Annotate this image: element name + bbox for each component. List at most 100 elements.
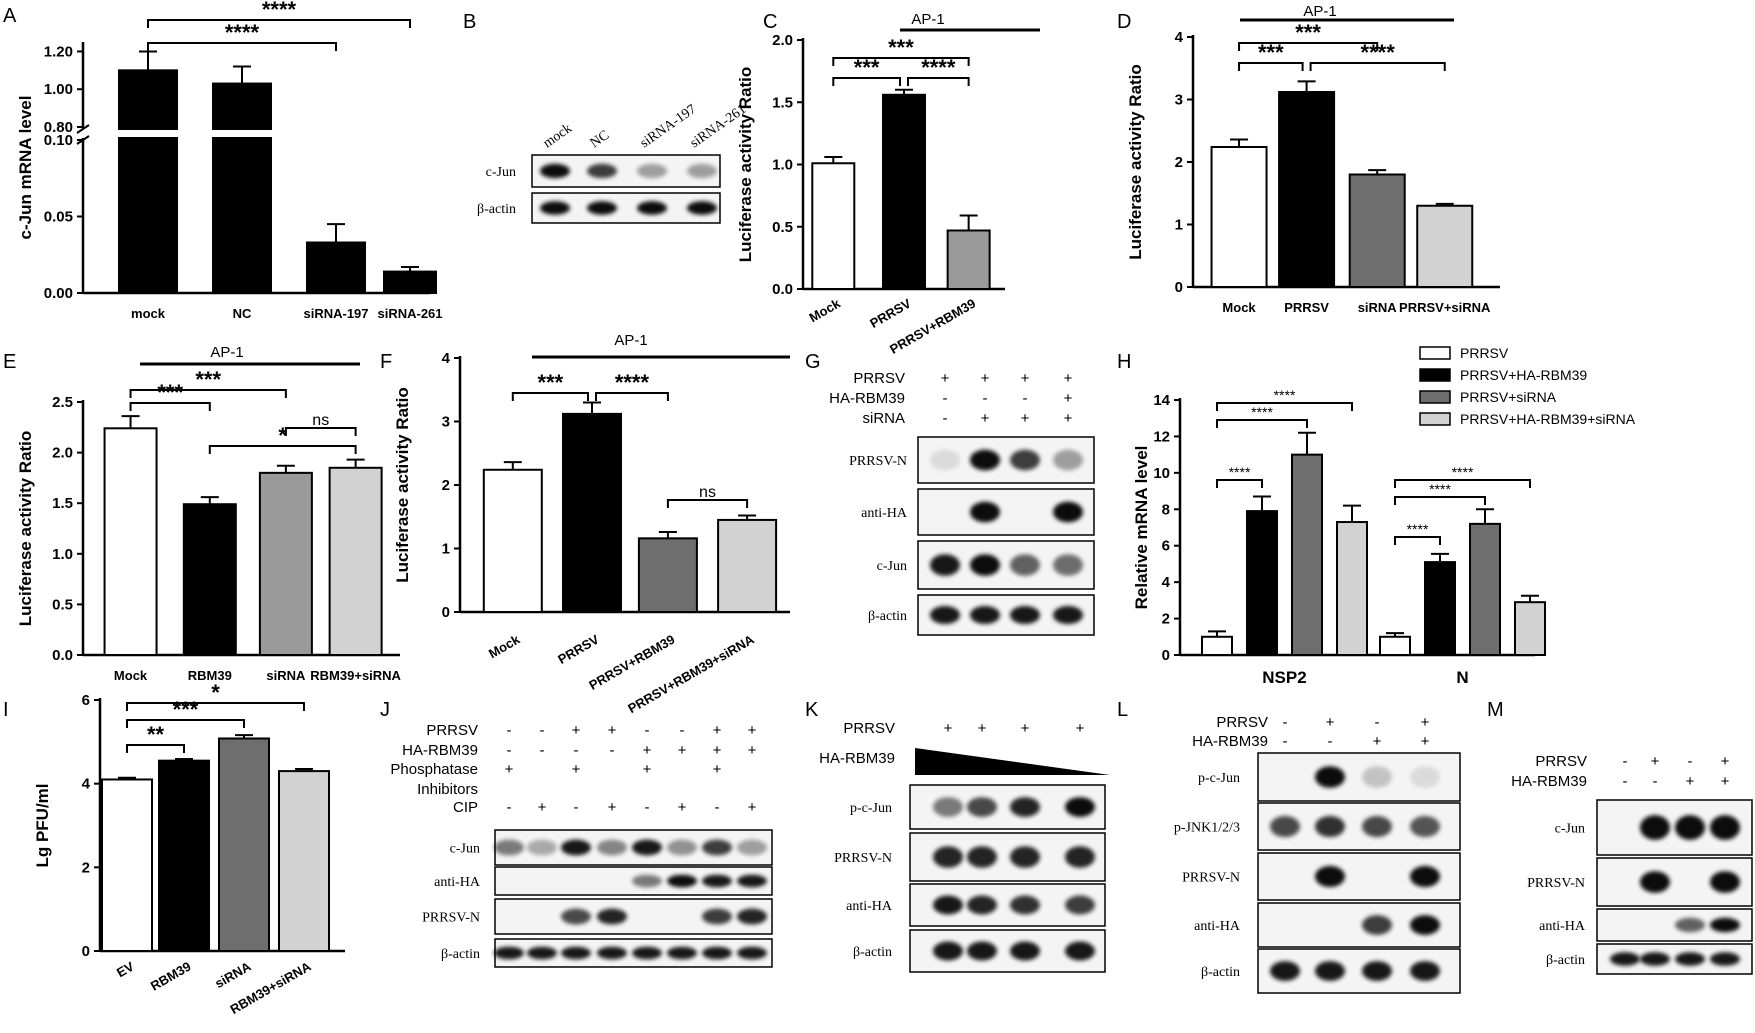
bar-PRRSV+RBM39 xyxy=(946,229,991,290)
y-tick-label: 0.0 xyxy=(52,647,73,664)
chart-F: 0 1 2 3 4 Luciferase activity Ratio AP-1 Mock PR… xyxy=(393,332,790,716)
band xyxy=(1010,895,1040,915)
condition-value: - xyxy=(715,799,720,816)
blot-row-label: β-actin xyxy=(1201,965,1240,980)
blot-row-label: c-Jun xyxy=(877,559,907,574)
ann-d1-bracket xyxy=(1238,62,1304,71)
band xyxy=(561,908,591,925)
condition-value: - xyxy=(540,742,545,759)
condition-value: - xyxy=(610,742,615,759)
condition-value: + xyxy=(1021,720,1030,737)
band xyxy=(702,908,732,925)
condition-value: + xyxy=(678,742,687,759)
bar-siRNA xyxy=(1348,173,1406,288)
band xyxy=(597,946,627,960)
band xyxy=(637,163,667,179)
ann-a0-sig: **** xyxy=(262,0,297,22)
band xyxy=(702,946,732,960)
y-tick-label: 0.00 xyxy=(44,285,73,302)
condition-value: - xyxy=(1623,773,1628,790)
band xyxy=(1710,952,1740,966)
band xyxy=(1410,961,1440,981)
band xyxy=(933,895,963,915)
y-tick-label: 3 xyxy=(1175,92,1183,109)
bar-PRRSV+siRNA-N xyxy=(1469,522,1501,656)
band xyxy=(967,797,997,817)
ann-e1-sig: *** xyxy=(157,380,183,405)
ann-i0-sig: * xyxy=(211,680,220,705)
band xyxy=(667,874,697,888)
ann-a1-bracket xyxy=(147,42,337,51)
x-group-label: NSP2 xyxy=(1262,668,1306,687)
ann-d2-bracket xyxy=(1309,62,1446,71)
ann-e1-bracket xyxy=(129,402,211,411)
panel-label-K: K xyxy=(805,699,819,721)
band xyxy=(1010,449,1040,471)
bar-PRRSV xyxy=(882,93,926,290)
ann-i2-sig: ** xyxy=(147,722,165,747)
y-tick-label: 0 xyxy=(442,604,450,621)
ann-e2-sig: ns xyxy=(312,412,329,429)
condition-value: + xyxy=(978,720,987,737)
condition-label: Inhibitors xyxy=(417,781,478,798)
band xyxy=(930,554,960,576)
band xyxy=(1065,846,1095,868)
ann-d0-bracket xyxy=(1238,42,1379,51)
condition-value: + xyxy=(713,761,722,778)
western-blots: mock NC siRNA-197siRNA-261c-Junβ-actinPRRS… xyxy=(390,102,1753,994)
y-tick-label: 4 xyxy=(82,776,91,793)
y-axis-title: Luciferase activity Ratio xyxy=(393,387,412,583)
bar-siRNA-261 xyxy=(383,270,437,294)
y-tick-label: 0 xyxy=(82,943,90,960)
condition-value: + xyxy=(1064,370,1073,387)
ann-c2-sig: **** xyxy=(921,55,956,80)
y-tick-label: 3 xyxy=(442,414,450,431)
panel-label-H: H xyxy=(1117,351,1131,373)
ann-i1-bracket xyxy=(126,719,245,728)
x-tick-label: Mock xyxy=(486,631,523,661)
gradient-wedge xyxy=(915,748,1110,775)
condition-value: + xyxy=(572,722,581,739)
band xyxy=(632,839,662,856)
condition-value: - xyxy=(1328,733,1333,750)
x-tick-label: RBM39 xyxy=(188,668,232,683)
band xyxy=(1640,815,1670,840)
condition-value: + xyxy=(1064,410,1073,427)
blot-row-label: PRRSV-N xyxy=(849,454,907,469)
condition-value: - xyxy=(943,390,948,407)
chart-D: 0 1 2 3 4 Luciferase activity Ratio AP-1 Mock PR… xyxy=(1126,3,1500,315)
bar-NC-lower xyxy=(212,137,272,294)
band xyxy=(1270,961,1300,981)
condition-value: - xyxy=(1375,714,1380,731)
band xyxy=(1053,554,1083,576)
condition-value: - xyxy=(574,742,579,759)
band xyxy=(1710,917,1740,933)
lane-label: NC xyxy=(588,128,613,151)
band xyxy=(527,839,557,856)
y-tick-label: 2 xyxy=(442,477,450,494)
band xyxy=(667,946,697,960)
bar-PRRSV-N xyxy=(1379,635,1411,656)
x-tick-label: PRRSV xyxy=(555,631,602,667)
bar-PRRSV+siRNA-NSP2 xyxy=(1291,453,1323,656)
band xyxy=(1270,815,1300,838)
ann-f2-bracket xyxy=(666,499,749,508)
condition-label: PRRSV xyxy=(1216,714,1268,731)
band xyxy=(597,908,627,925)
bar-PRRSV xyxy=(562,412,622,613)
blot-row-label: p-c-Jun xyxy=(1198,771,1240,786)
y-tick-label: 0.0 xyxy=(772,281,793,298)
y-tick-label: 2.0 xyxy=(52,445,73,462)
ann-h2-bracket xyxy=(1216,479,1263,488)
band xyxy=(1610,952,1640,966)
legend-label: PRRSV xyxy=(1460,345,1509,361)
blot-row-label: anti-HA xyxy=(846,899,893,914)
bar-RBM39 xyxy=(158,759,210,952)
ann-a1-sig: **** xyxy=(225,20,260,45)
y-axis-title: Luciferase activity Ratio xyxy=(1126,64,1145,260)
y-tick-label: 1.20 xyxy=(44,43,73,60)
band xyxy=(1410,915,1440,935)
ann-d1-sig: *** xyxy=(1258,40,1284,65)
blot-strip-PRRSV-N xyxy=(1596,857,1753,907)
